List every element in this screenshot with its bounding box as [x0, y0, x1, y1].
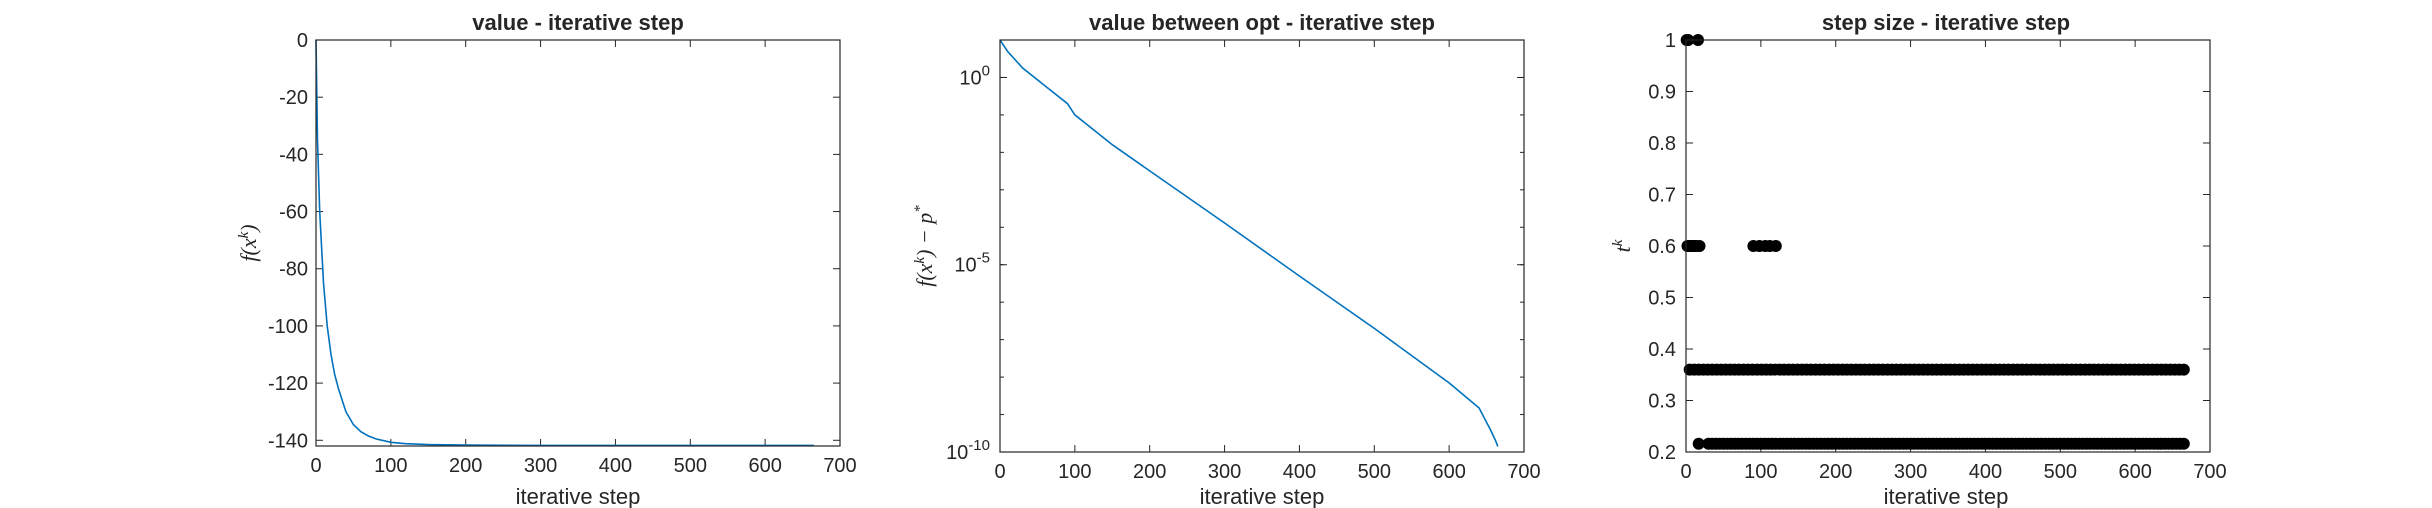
y-tick-label: -120 [268, 373, 308, 395]
scatter-point [1769, 240, 1782, 252]
x-tick-label: 300 [1894, 461, 1927, 483]
x-axis-label: iterative step [1884, 484, 2009, 508]
x-tick-label: 100 [374, 455, 407, 477]
y-axis-label: f(xk) − p* [912, 205, 937, 287]
x-tick-label: 200 [449, 455, 482, 477]
axes-box [315, 39, 841, 447]
x-tick-label: 500 [1358, 461, 1391, 483]
x-tick-label: 500 [2044, 461, 2077, 483]
chart-step-size: step size - iterative step 0 100 200 300 400… [1610, 10, 2227, 508]
x-axis-label: iterative step [516, 484, 641, 508]
svg-text:f(xk) − p*: f(xk) − p* [912, 205, 937, 287]
y-tick-label: 0.7 [1648, 185, 1676, 207]
plot-area: 0 100 200 300 400 500 600 700 0 -20 -40 -60 -80 -100 -… [268, 30, 857, 477]
y-tick-label: 0.8 [1648, 133, 1676, 155]
x-tick-label: 700 [823, 455, 856, 477]
y-tick-label: 0.4 [1648, 339, 1676, 361]
x-tick-label: 200 [1133, 461, 1166, 483]
y-tick-label: -60 [279, 202, 308, 224]
scatter-point [1692, 437, 1705, 450]
scatter-point [2177, 363, 2190, 376]
y-tick-label: -140 [268, 430, 308, 452]
y-axis-label: f(xk) [236, 224, 261, 261]
x-tick-label: 400 [1969, 461, 2002, 483]
x-tick-label: 400 [599, 455, 632, 477]
axes-box [999, 39, 1525, 453]
y-tick-label: 0 [297, 30, 308, 52]
y-tick-label: 0.3 [1648, 391, 1676, 413]
x-tick-label: 600 [1432, 461, 1465, 483]
y-tick-label: 10-10 [946, 437, 990, 464]
series-line [999, 39, 1499, 447]
y-tick-label: -20 [279, 87, 308, 109]
plot-area: 0 100 200 300 400 500 600 700 100 10-5 10-10 [946, 39, 1541, 483]
chart-value-between-opt: value between opt - iterative step 0 100 2… [912, 10, 1541, 508]
x-tick-label: 700 [1507, 461, 1540, 483]
x-tick-label: 600 [748, 455, 781, 477]
chart-title: value between opt - iterative step [1089, 10, 1435, 35]
plot-area: 0 100 200 300 400 500 600 700 1 0.9 0.8 0.7 0.6 0.5 0.… [1648, 30, 2227, 483]
y-tick-label: 100 [959, 62, 990, 89]
x-tick-label: 100 [1058, 461, 1091, 483]
y-tick-label: 0.9 [1648, 82, 1676, 104]
x-axis-label: iterative step [1200, 484, 1325, 508]
x-tick-label: 300 [1208, 461, 1241, 483]
chart-title: step size - iterative step [1822, 10, 2070, 35]
x-tick-label: 0 [1680, 461, 1691, 483]
y-tick-label: 0.6 [1648, 236, 1676, 258]
x-tick-label: 600 [2118, 461, 2151, 483]
y-tick-label: -40 [279, 144, 308, 166]
x-tick-label: 300 [524, 455, 557, 477]
y-axis-label: tk [1610, 239, 1635, 252]
scatter-point [2177, 437, 2190, 450]
chart-title: value - iterative step [472, 10, 684, 35]
x-tick-label: 500 [674, 455, 707, 477]
series-line [315, 39, 814, 447]
x-tick-label: 100 [1744, 461, 1777, 483]
x-tick-label: 0 [994, 461, 1005, 483]
x-tick-label: 200 [1819, 461, 1852, 483]
y-tick-label: -100 [268, 316, 308, 338]
scatter-point [1693, 240, 1706, 252]
y-tick-label: 0.5 [1648, 288, 1676, 310]
y-tick-label: -80 [279, 259, 308, 281]
svg-text:tk: tk [1610, 239, 1635, 252]
x-tick-label: 700 [2193, 461, 2226, 483]
axes-box [1685, 39, 2211, 453]
x-tick-label: 0 [310, 455, 321, 477]
y-tick-label: 0.2 [1648, 442, 1676, 464]
svg-text:f(xk): f(xk) [236, 224, 261, 261]
x-tick-label: 400 [1283, 461, 1316, 483]
y-tick-label: 1 [1665, 30, 1676, 52]
y-tick-label: 10-5 [954, 250, 990, 277]
chart-value-vs-iterative-step: value - iterative step 0 100 200 300 400 500 6… [236, 10, 857, 508]
